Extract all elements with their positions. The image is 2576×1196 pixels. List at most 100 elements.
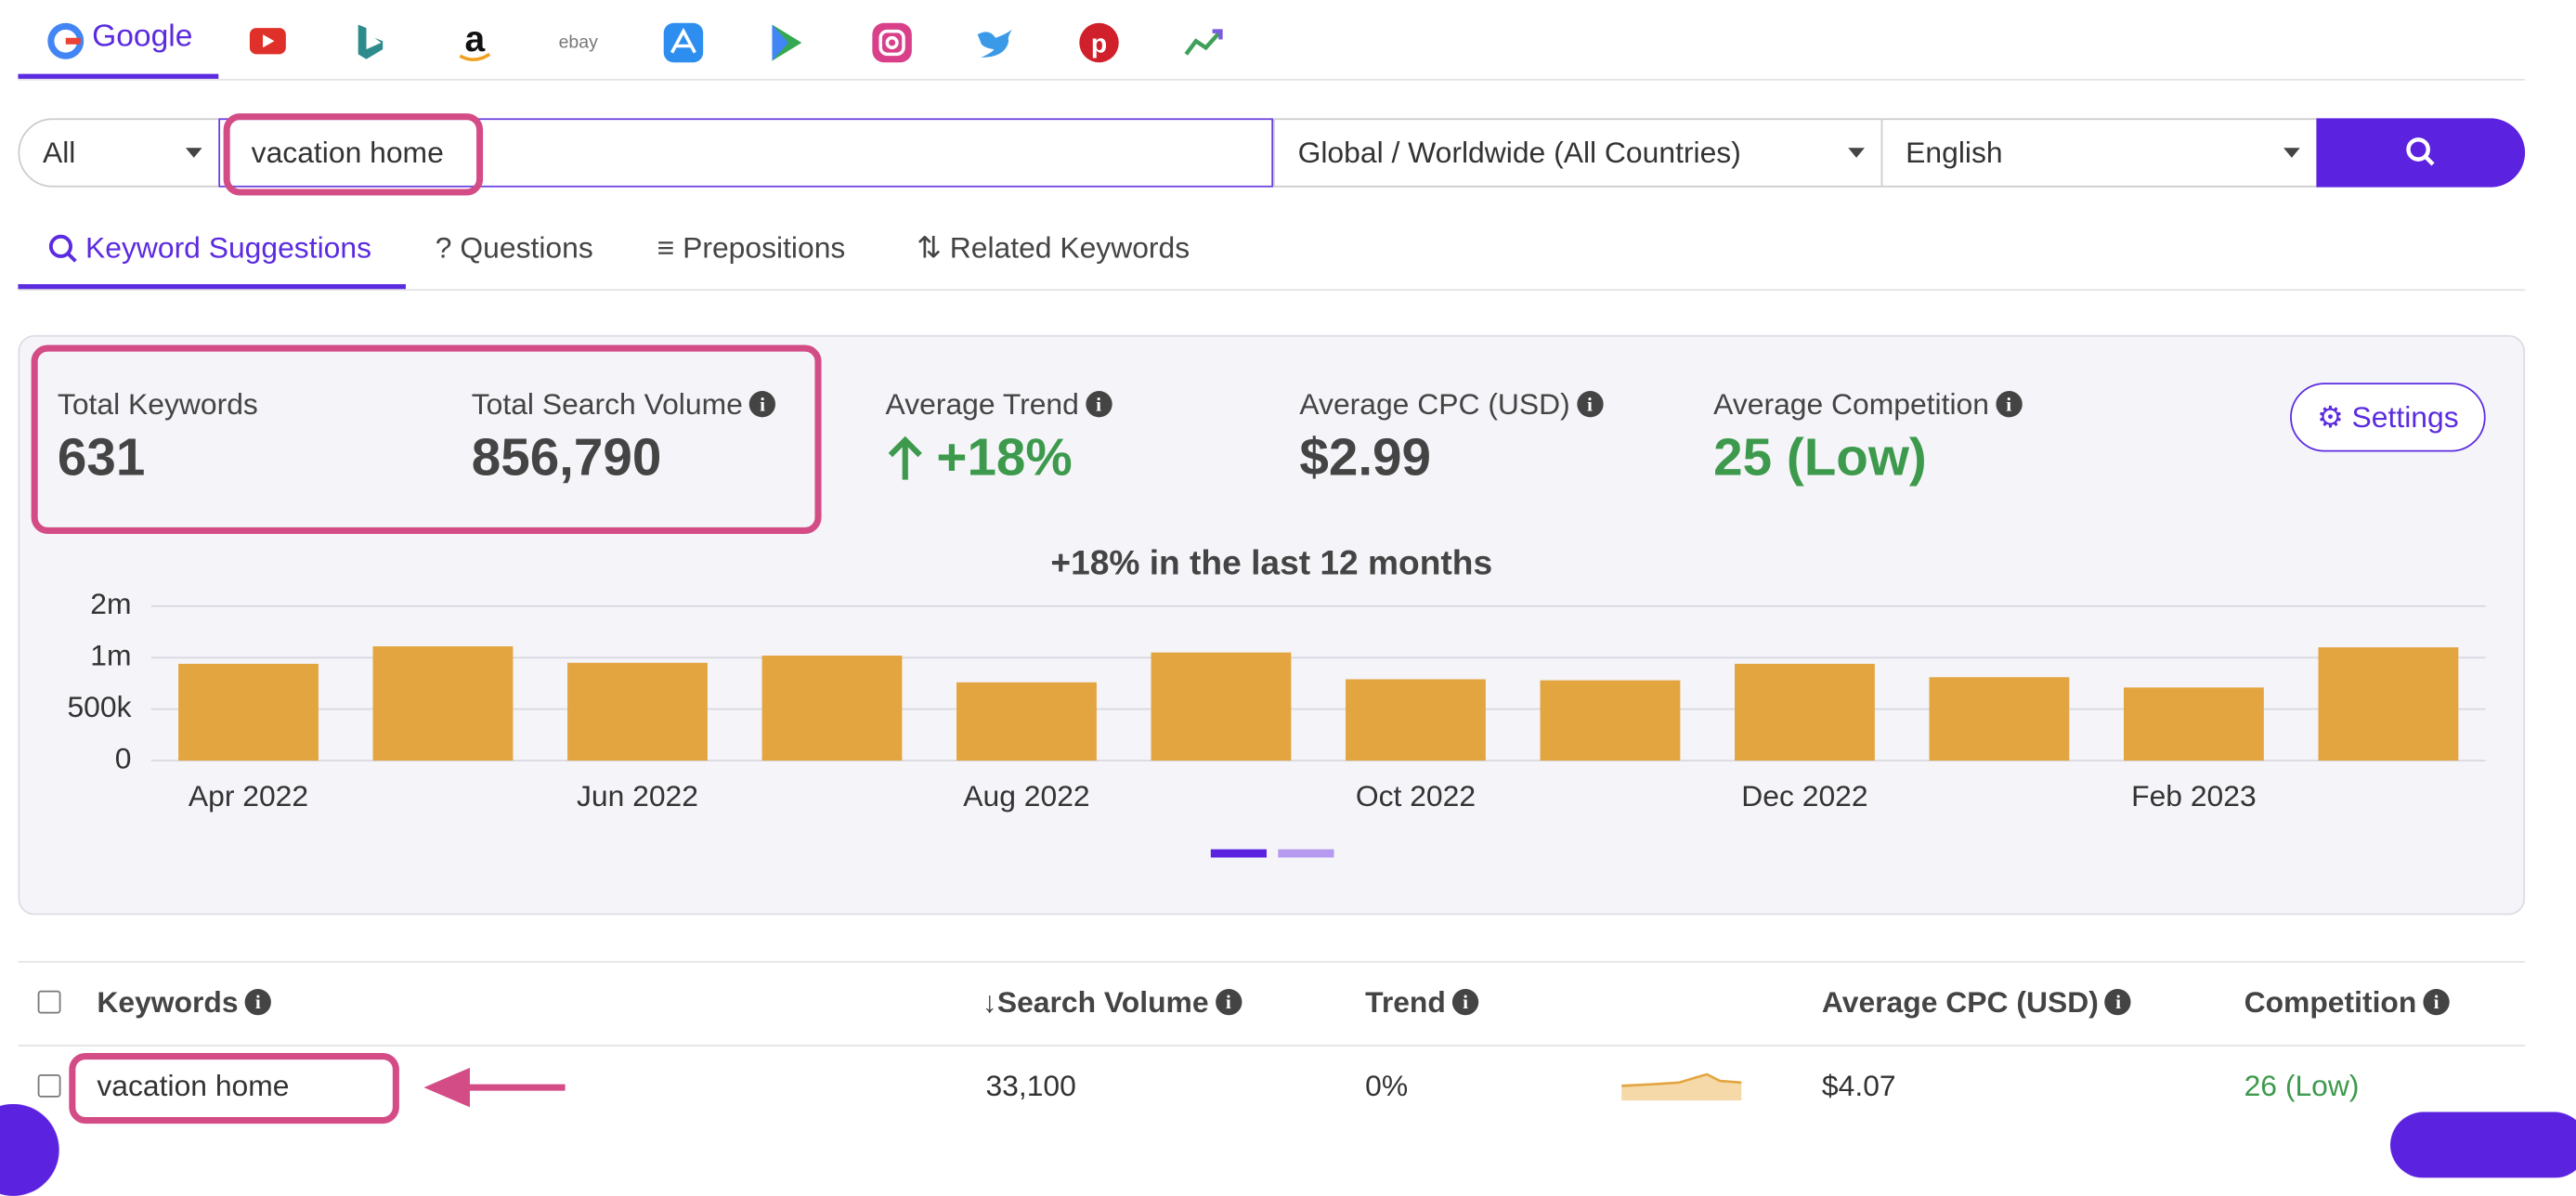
stat-label: Total Search Volume i (471, 387, 776, 422)
search-button[interactable] (2316, 118, 2526, 188)
tab[interactable]: ⇅ Related Keywords (917, 231, 1190, 266)
bar (2318, 647, 2459, 761)
up-arrow (888, 436, 922, 480)
search-icon (2406, 137, 2435, 166)
x-tick-label: Feb 2023 (2131, 779, 2257, 812)
info-icon[interactable]: i (1215, 988, 1242, 1016)
chart-title: +18% in the last 12 months (1050, 542, 1492, 581)
tab[interactable]: ≡ Prepositions (657, 231, 846, 266)
column-header[interactable]: Competition i (2244, 985, 2450, 1020)
language-text: English (1906, 136, 2003, 170)
bar (178, 663, 319, 761)
divider (18, 960, 2526, 963)
platform-icons[interactable]: a ebay p (246, 21, 1248, 64)
header-text: Keywords (97, 985, 239, 1019)
stat-label-text: Average CPC (USD) (1299, 387, 1570, 421)
location-text: Global / Worldwide (All Countries) (1297, 136, 1741, 170)
x-tick-label: Aug 2022 (963, 779, 1089, 812)
stat-value: 856,790 (471, 426, 662, 487)
column-header[interactable]: Average CPC (USD) i (1822, 985, 2132, 1020)
language-select[interactable]: English (1880, 118, 2319, 188)
stat-label: Average Competition i (1713, 388, 2023, 422)
bar (1735, 663, 1875, 761)
settings-button[interactable]: ⚙ Settings (2290, 383, 2486, 452)
highlight-box (223, 113, 484, 196)
tab-icon: ≡ (657, 231, 675, 265)
tab-text: Related Keywords (949, 231, 1190, 265)
tab-text: Questions (460, 231, 593, 265)
trend-cell: 0% (1365, 1069, 1409, 1103)
app: Google a ebay p All vacation home Global… (0, 20, 2576, 1196)
checkbox[interactable] (37, 990, 61, 1014)
bar (1151, 652, 1292, 761)
tab-icon: ⇅ (917, 231, 942, 265)
stat-value: 631 (57, 426, 146, 487)
column-header[interactable]: Trend i (1365, 985, 1479, 1020)
stats-panel (18, 334, 2526, 916)
stat-label-text: Total Search Volume (471, 387, 743, 421)
location-select[interactable]: Global / Worldwide (All Countries) (1273, 118, 1883, 188)
caret (2283, 148, 2300, 158)
caret (185, 148, 202, 158)
stat-value: +18% (936, 426, 1073, 487)
info-icon[interactable]: i (1996, 391, 2023, 418)
stat-value: 25 (Low) (1713, 426, 1927, 487)
page: Google a ebay p All vacation home Global… (0, 20, 2576, 1196)
column-header[interactable]: ↓Search Volume i (982, 985, 1242, 1020)
settings-text: Settings (2351, 400, 2459, 435)
stat-label: Average Trend i (886, 388, 1112, 422)
bar (761, 656, 903, 761)
tab[interactable]: ? Questions (436, 231, 593, 266)
bar (1929, 677, 2070, 761)
svg-text:ebay: ebay (559, 32, 598, 52)
tab-text: Prepositions (683, 231, 846, 265)
platform-tab[interactable]: Google (92, 20, 193, 55)
competition-cell: 26 (Low) (2244, 1069, 2360, 1103)
tab-underline (18, 284, 406, 290)
svg-text:p: p (1091, 29, 1107, 58)
stat-label: Average CPC (USD) i (1299, 387, 1604, 422)
stat-label: Total Keywords (57, 387, 258, 421)
keyword-cell[interactable]: vacation home (97, 1069, 290, 1103)
volume-cell: 33,100 (985, 1069, 1076, 1103)
info-icon[interactable]: i (2104, 988, 2132, 1016)
stat-label-text: Average Trend (885, 387, 1079, 421)
bar (956, 682, 1097, 761)
google-logo[interactable] (46, 21, 85, 60)
y-tick-label: 2m (90, 587, 131, 620)
x-tick-label: Jun 2022 (577, 779, 698, 812)
x-tick-label: Apr 2022 (189, 779, 308, 812)
info-icon[interactable]: i (1576, 391, 1604, 418)
info-icon[interactable]: i (1451, 988, 1479, 1016)
pager-dot[interactable] (1278, 849, 1334, 858)
highlight-box (69, 1052, 399, 1124)
info-icon[interactable]: i (2423, 988, 2450, 1016)
query-input[interactable]: vacation home (218, 118, 1274, 188)
stat-value: $2.99 (1299, 426, 1432, 487)
annotation-arrow (423, 1067, 566, 1108)
header-text: Search Volume (996, 985, 1209, 1019)
y-tick-label: 0 (115, 741, 132, 774)
highlight-box (31, 344, 822, 534)
gear-icon: ⚙ (2317, 400, 2344, 435)
divider (18, 1045, 2526, 1046)
column-header[interactable]: Keywords i (97, 985, 271, 1020)
chart: +18% in the last 12 months 0 500k 1m 2m Apr … (67, 542, 2486, 858)
bar (2123, 687, 2264, 761)
chat-button[interactable] (2390, 1112, 2576, 1178)
info-icon[interactable]: i (1085, 391, 1112, 418)
scope-select[interactable]: All (18, 118, 221, 188)
info-icon[interactable]: i (748, 391, 776, 418)
bar (567, 662, 708, 761)
header-text: Competition (2244, 985, 2417, 1019)
query-text: vacation home (251, 136, 444, 170)
sort-icon: ↓ (982, 985, 997, 1019)
tab[interactable]: Keyword Suggestions (85, 231, 372, 265)
x-tick-label: Oct 2022 (1356, 779, 1476, 812)
info-icon[interactable]: i (244, 988, 271, 1016)
cpc-cell: $4.07 (1821, 1069, 1896, 1103)
checkbox[interactable] (37, 1073, 61, 1098)
pager-dot[interactable] (1210, 849, 1267, 858)
search-icon (48, 234, 77, 263)
help-bubble[interactable] (0, 1103, 59, 1196)
